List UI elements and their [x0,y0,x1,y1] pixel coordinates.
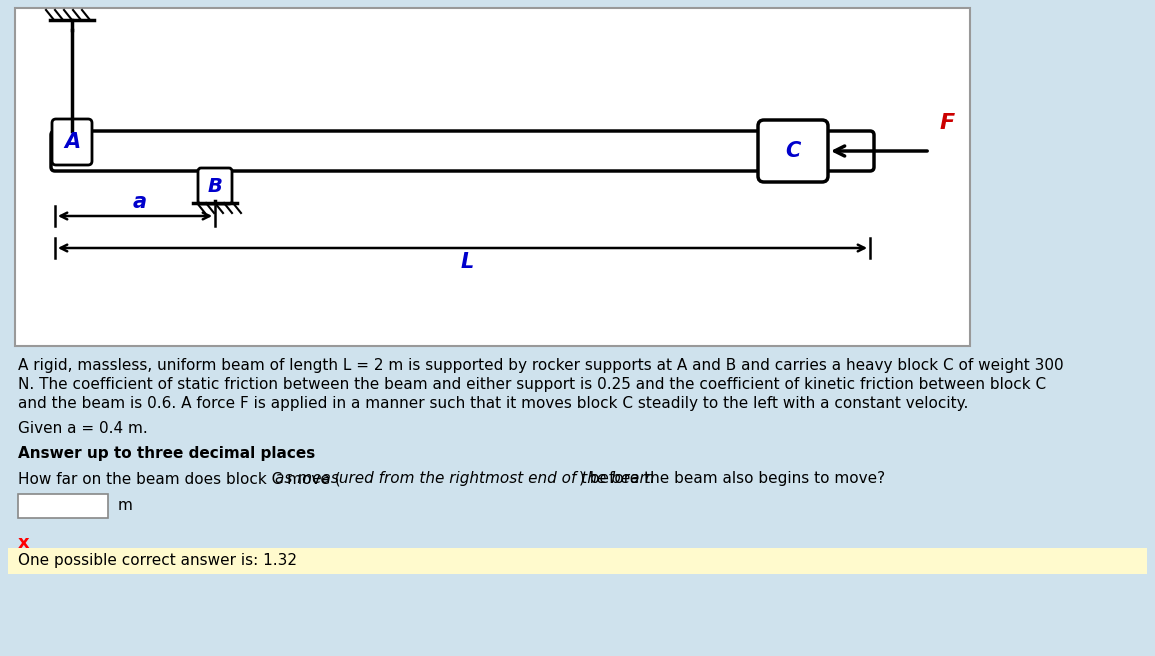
Bar [15,8,970,346]
Text: N. The coefficient of static friction between the beam and either support is 0.2: N. The coefficient of static friction be… [18,377,1046,392]
Text: as measured from the rightmost end of the beam: as measured from the rightmost end of th… [275,471,655,486]
Text: How far on the beam does block C move (: How far on the beam does block C move ( [18,471,341,486]
FancyBboxPatch shape [198,168,232,204]
Text: ) before the beam also begins to move?: ) before the beam also begins to move? [579,471,885,486]
Text: A: A [64,132,80,152]
Text: C: C [785,141,800,161]
FancyBboxPatch shape [758,120,828,182]
Text: F: F [940,113,955,133]
Text: m: m [118,499,133,514]
Text: A rigid, massless, uniform beam of length L = 2 m is supported by rocker support: A rigid, massless, uniform beam of lengt… [18,358,1064,373]
Text: One possible correct answer is: 1.32: One possible correct answer is: 1.32 [18,554,297,569]
Text: a: a [133,192,147,212]
Text: x: x [18,534,30,552]
Bar [18,494,109,518]
FancyBboxPatch shape [52,119,92,165]
FancyBboxPatch shape [51,131,874,171]
Text: Given a = 0.4 m.: Given a = 0.4 m. [18,421,148,436]
Text: B: B [208,176,223,195]
Bar [8,548,1147,574]
Text: Answer up to three decimal places: Answer up to three decimal places [18,446,315,461]
Text: L: L [461,252,474,272]
Text: and the beam is 0.6. A force F is applied in a manner such that it moves block C: and the beam is 0.6. A force F is applie… [18,396,968,411]
